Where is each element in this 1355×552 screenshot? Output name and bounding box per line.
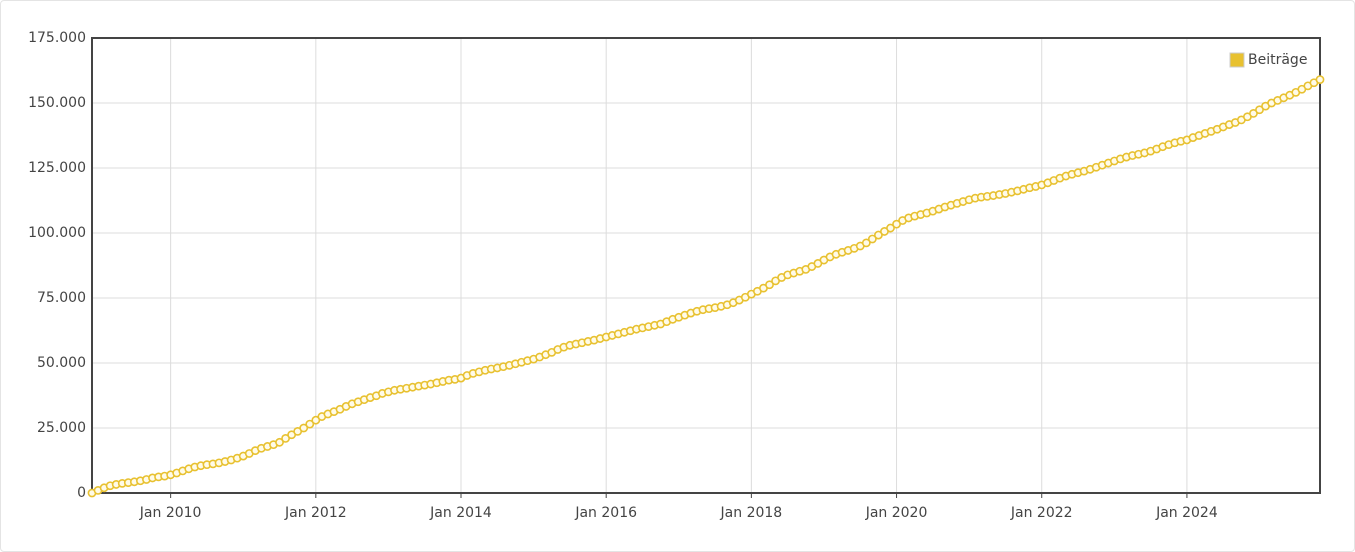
data-point bbox=[275, 437, 284, 447]
y-tick-label: 75.000 bbox=[37, 290, 86, 306]
series-line bbox=[91, 78, 1321, 494]
x-tick-label: Jan 2022 bbox=[1010, 505, 1073, 521]
y-tick-label: 150.000 bbox=[28, 95, 86, 111]
legend-label: Beiträge bbox=[1248, 52, 1307, 68]
x-tick-label: Jan 2020 bbox=[865, 505, 928, 521]
x-tick-label: Jan 2014 bbox=[429, 505, 492, 521]
data-point bbox=[861, 238, 871, 248]
x-tick-label: Jan 2010 bbox=[139, 505, 202, 521]
y-tick-label: 0 bbox=[77, 485, 86, 501]
x-tick-label: Jan 2012 bbox=[284, 505, 347, 521]
x-tick-label: Jan 2016 bbox=[574, 505, 637, 521]
x-tick-label: Jan 2018 bbox=[720, 505, 783, 521]
y-tick-label: 50.000 bbox=[37, 355, 86, 371]
data-point bbox=[299, 423, 309, 433]
data-point bbox=[305, 419, 315, 429]
y-tick-label: 25.000 bbox=[37, 420, 86, 436]
data-point bbox=[867, 234, 877, 244]
legend-swatch bbox=[1229, 52, 1245, 68]
data-point bbox=[1315, 75, 1325, 84]
plot-frame bbox=[91, 37, 1321, 494]
data-point bbox=[886, 223, 895, 233]
y-tick-label: 175.000 bbox=[28, 30, 86, 46]
x-tick-label: Jan 2024 bbox=[1155, 505, 1218, 521]
data-point bbox=[765, 280, 774, 290]
y-tick-label: 100.000 bbox=[28, 225, 86, 241]
y-tick-label: 125.000 bbox=[28, 160, 86, 176]
